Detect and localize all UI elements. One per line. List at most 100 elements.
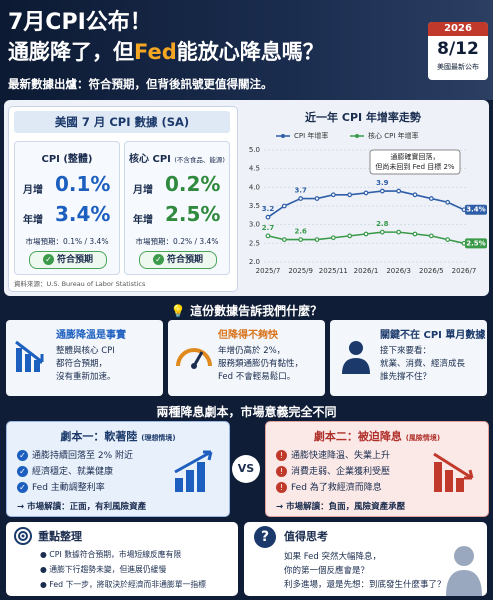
summary-point: ● 通膨下行趨勢未變，但進展仍緩慢: [40, 565, 167, 574]
point-text: CPI 數據符合預期，市場短線反應有限: [49, 550, 182, 559]
scenario-verdict: → 市場解讀：負面，風險資產承壓: [276, 502, 406, 512]
section-title: 💡 這份數據告訴我們什麼？: [0, 302, 493, 319]
end-label-box: [465, 238, 487, 249]
insight-title: 但降得不夠快: [218, 330, 278, 341]
insight-line: 沒有重新加速。: [56, 372, 116, 382]
y-tick-label: 3.0: [249, 221, 260, 229]
subtitle-part: 通膨降了，但: [8, 40, 134, 64]
decline-icon: [433, 452, 474, 492]
y-tick-label: 2.0: [249, 258, 260, 266]
subtitle-part: Fed: [134, 40, 177, 64]
point-text: Fed 為了救經濟而降息: [291, 483, 382, 493]
question-line: 你的第一個反應會是？: [284, 566, 370, 576]
annotation: 通膨確實回落，: [391, 152, 440, 161]
data-label: 3.4%: [466, 206, 485, 214]
insight-line: 都符合預期，: [56, 359, 108, 369]
status: 符合預期: [166, 255, 203, 265]
header: [0, 0, 493, 100]
y-tick-label: 2.5: [249, 239, 260, 247]
point-text: 通膨下行趨勢未變，但進展仍緩慢: [49, 565, 167, 574]
annotation-box: [369, 149, 461, 175]
legend-label: 核心 CPI 年增率: [368, 131, 419, 140]
insight-title: 關鍵不在 CPI 單月數據: [380, 330, 486, 341]
data-point: [445, 199, 451, 205]
data-point: [347, 192, 353, 198]
insight-icon: [176, 348, 212, 369]
scenario-point: ✓ 經濟穩定、就業健康: [17, 464, 113, 477]
scenario-verdict: → 市場解讀：正面，有利風險資產: [17, 502, 147, 512]
annotation: 但尚未回到 Fed 目標 2%: [375, 162, 455, 171]
row-value: 3.4%: [55, 202, 111, 226]
y-tick-label: 4.0: [249, 183, 260, 191]
expectation: 市場預期：0.1% / 3.4%: [25, 237, 109, 246]
title: 7月CPI公布！: [8, 10, 152, 35]
scenario-point: ✓ 通膨持續回落至 2% 附近: [17, 448, 133, 461]
data-point: [363, 190, 369, 196]
insight-card: 但降得不夠快 年增仍高於 2%， 服務類通膨仍有黏性， Fed 不會輕易鬆口。: [168, 320, 325, 396]
row-value: 2.5%: [165, 202, 221, 226]
scenario-point: ! 通膨快速降溫、失業上升: [276, 448, 390, 461]
data-label: 3.2: [262, 205, 275, 213]
subtitle-part: 能放心降息嗎？: [176, 40, 324, 64]
data-point: [298, 196, 304, 201]
source: 資料來源：U.S. Bureau of Labor Statistics: [14, 280, 146, 288]
data-point: [396, 188, 402, 194]
date-badge: 2026 8/12 美國最新公布: [428, 22, 488, 80]
point-text: 消費走弱、企業獲利受壓: [291, 467, 391, 477]
data-point: [281, 203, 287, 209]
status-pill: ✓ 符合預期: [139, 251, 217, 269]
legend-dot: [355, 134, 359, 138]
point-text: 通膨快速降溫、失業上升: [291, 451, 391, 461]
x-tick-label: 2026/5: [419, 267, 444, 275]
question-card: ? 值得思考 如果 Fed 突然大幅降息， 你的第一個反應會是？ 利多進場，還是…: [244, 522, 487, 596]
data-label: 2.5%: [466, 239, 485, 247]
row-label: 月增: [23, 185, 43, 196]
cpi-card: CPI (整體) 月增 0.1% 年增 3.4% 市場預期：0.1% / 3.4…: [14, 141, 120, 275]
insight-line: 誰先撐不住？: [380, 372, 432, 382]
subtitle: 通膨降了，但Fed能放心降息嗎？: [8, 36, 324, 66]
card-title: CPI (整體): [41, 154, 93, 165]
row-label: 年增: [133, 215, 153, 226]
scenario-tag: (理想情境): [141, 434, 176, 442]
end-label-box: [465, 204, 487, 215]
data-point: [363, 231, 369, 237]
scenario-card: 劇本一：軟著陸 (理想情境) ✓ 通膨持續回落至 2% 附近 ✓ 經濟穩定、就業健康…: [6, 421, 230, 517]
x-tick-label: 2025/11: [319, 267, 348, 275]
data-label: 2.6: [294, 228, 307, 236]
insight-icon: [15, 340, 44, 372]
data-label: 2.7: [262, 224, 275, 232]
scenario-title: 劇本二：被迫降息 (風險情境): [266, 428, 488, 444]
y-tick-label: 5.0: [249, 146, 260, 154]
summary-card: 重點整理 ● CPI 數據符合預期，市場短線反應有限 ● 通膨下行趨勢未變，但進…: [6, 522, 238, 596]
point-text: Fed 下一步，將取決於經濟而非通膨單一指標: [49, 580, 206, 589]
point-text: Fed 主動調整利率: [32, 483, 105, 493]
y-tick-label: 3.5: [249, 202, 260, 210]
insight-line: 接下來要看：: [380, 346, 432, 356]
insight-card: 關鍵不在 CPI 單月數據 接下來要看： 就業、消費、經濟成長 誰先撐不住？: [330, 320, 487, 396]
section-title-text: 這份數據告訴我們什麼？: [190, 304, 323, 318]
row-label: 月增: [133, 185, 153, 196]
data-point: [347, 233, 353, 239]
x-tick-label: 2026/1: [354, 267, 379, 275]
data-point: [379, 229, 385, 235]
scenario-tag: (風險情境): [405, 434, 441, 442]
card-title-note: (不含食品、能源): [174, 156, 225, 164]
scenario-card: 劇本二：被迫降息 (風險情境) ! 通膨快速降溫、失業上升 ! 消費走弱、企業獲利受…: [265, 421, 489, 517]
thinker-icon: [446, 546, 482, 596]
legend-label: CPI 年增率: [294, 131, 328, 140]
insight-icon: [342, 341, 370, 374]
data-label: 3.9: [376, 179, 389, 187]
data-point: [428, 196, 434, 201]
bulb-icon: 💡: [170, 304, 186, 318]
data-point: [445, 237, 451, 243]
insight-line: 整體與核心 CPI: [56, 346, 115, 356]
question-line: 利多進場，還是先想：到底發生什麼事了？: [284, 580, 446, 590]
data-point: [314, 237, 320, 243]
chart-title: 近一年 CPI 年增率走勢: [305, 110, 421, 124]
card-title-text: 核心 CPI: [129, 154, 171, 165]
tagline: 最新數據出爐：符合預期，但背後訊號更值得關注。: [8, 77, 273, 91]
section-title: 兩種降息劇本，市場意義完全不同: [156, 405, 337, 419]
insight-line: Fed 不會輕易鬆口。: [218, 372, 296, 382]
data-point: [412, 192, 418, 198]
